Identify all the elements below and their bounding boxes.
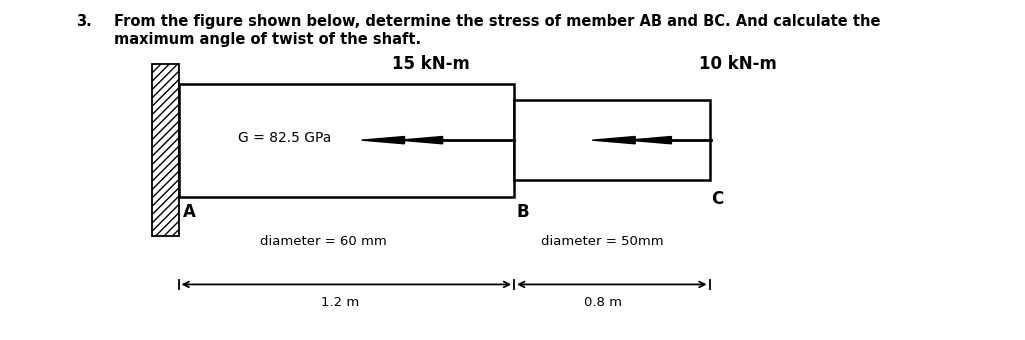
Text: diameter = 50mm: diameter = 50mm <box>541 235 664 248</box>
Text: 3.: 3. <box>76 14 91 29</box>
Text: G = 82.5 GPa: G = 82.5 GPa <box>238 132 331 146</box>
Text: From the figure shown below, determine the stress of member AB and BC. And calcu: From the figure shown below, determine t… <box>114 14 880 47</box>
Text: 15 kN-m: 15 kN-m <box>393 55 470 73</box>
FancyArrow shape <box>592 136 636 144</box>
Text: B: B <box>517 203 530 221</box>
Bar <box>515 100 709 180</box>
Text: 0.8 m: 0.8 m <box>584 296 622 309</box>
FancyArrow shape <box>400 136 443 144</box>
FancyArrow shape <box>362 136 405 144</box>
Bar <box>152 64 178 236</box>
Text: A: A <box>183 203 196 221</box>
FancyArrow shape <box>628 136 671 144</box>
Text: 1.2 m: 1.2 m <box>321 296 359 309</box>
Bar <box>178 84 515 197</box>
Text: 10 kN-m: 10 kN-m <box>699 55 777 73</box>
Text: C: C <box>711 190 724 208</box>
Text: diameter = 60 mm: diameter = 60 mm <box>260 235 386 248</box>
